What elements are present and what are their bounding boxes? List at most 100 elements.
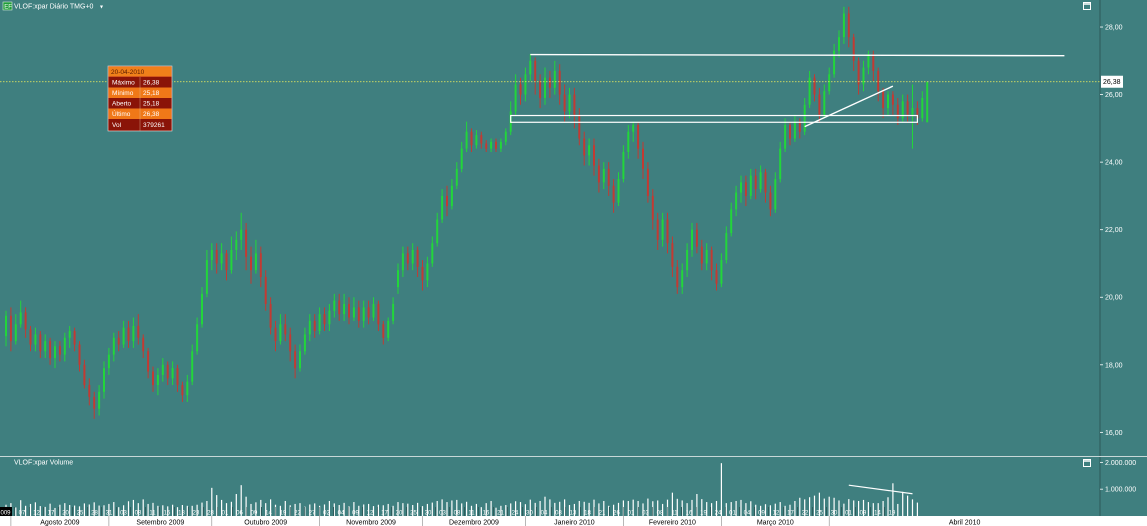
candle-body — [49, 341, 52, 359]
candle-body — [681, 270, 684, 288]
volume-bar — [147, 503, 149, 516]
day-label: 08 — [657, 510, 664, 516]
volume-bar — [902, 491, 904, 516]
volume-bar — [363, 504, 365, 516]
volume-bar — [387, 503, 389, 516]
month-label: Abril 2010 — [949, 520, 981, 526]
candle-body — [352, 307, 355, 318]
header: EF VLOF:xpar Diário TMG+0 ▾ — [2, 1, 1091, 11]
volume-tick-label: 1.000.000 — [1105, 487, 1136, 494]
volume-bar — [93, 502, 95, 516]
volume-maximize-icon[interactable] — [1083, 459, 1091, 467]
volume-bar — [206, 500, 208, 516]
volume-bar — [83, 503, 85, 516]
date-axis-labels: 009 07 12 17 20 25 28 31 03 08 11 15 18 23 28 01 06 09 14 1… — [0, 507, 980, 526]
volume-bar — [598, 503, 600, 516]
candle-body — [597, 165, 600, 183]
volume-bar — [446, 502, 448, 516]
candle-body — [9, 315, 12, 342]
volume-trendline[interactable] — [848, 484, 913, 495]
volume-bar — [54, 507, 56, 516]
candle-body — [475, 135, 478, 146]
volume-bar — [823, 498, 825, 516]
candle-body — [24, 312, 27, 330]
candle-body — [695, 229, 698, 247]
volume-bar — [372, 506, 375, 516]
volume-bar — [750, 501, 752, 516]
volume-bar — [662, 503, 664, 516]
volume-bar — [760, 505, 762, 516]
volume-bar — [250, 503, 252, 516]
maximize-icon[interactable] — [1083, 2, 1091, 10]
day-label: 08 — [555, 510, 562, 516]
last-price-tag — [1101, 75, 1123, 88]
volume-bar — [29, 503, 32, 516]
volume-bar — [568, 505, 571, 516]
candle-body — [186, 381, 189, 396]
candle-body — [338, 300, 341, 315]
date-axis — [0, 516, 1147, 526]
day-label: 14 — [265, 510, 272, 516]
volume-bar — [167, 506, 169, 516]
day-label: 27 — [309, 510, 316, 516]
candle-body — [382, 324, 385, 338]
day-label: 09 — [758, 510, 765, 516]
candle-body — [666, 219, 669, 244]
volume-bar — [769, 505, 771, 516]
candle-body — [901, 101, 904, 119]
candle-body — [828, 74, 831, 92]
volume-bar — [573, 503, 575, 516]
volume-bar — [862, 499, 865, 516]
volume-bar — [755, 504, 757, 516]
candle-body — [103, 368, 105, 392]
candle-body — [210, 249, 213, 261]
volume-bar — [39, 506, 41, 516]
candle-body — [578, 114, 581, 139]
volume-bar — [882, 500, 884, 516]
candle-body — [205, 260, 208, 294]
month-label: Setembro 2009 — [136, 520, 184, 526]
candles — [5, 6, 929, 419]
volume-bar — [15, 507, 17, 516]
resistance-line[interactable] — [530, 53, 1065, 57]
candle-body — [68, 331, 71, 338]
trendline[interactable] — [804, 85, 894, 128]
candle-body — [362, 307, 365, 321]
volume-bar — [98, 505, 100, 516]
support-channel[interactable] — [510, 114, 919, 123]
volume-bar — [686, 503, 688, 516]
candle-body — [269, 304, 272, 328]
candle-body — [823, 91, 826, 115]
candle-body — [563, 94, 566, 112]
day-label: 16 — [483, 510, 490, 516]
volume-bar — [74, 505, 76, 516]
candle-body — [93, 396, 96, 409]
candle-body — [465, 131, 468, 149]
day-label: 22 — [294, 510, 301, 516]
dropdown-arrow-icon[interactable]: ▾ — [100, 5, 103, 11]
volume-bar — [764, 504, 767, 516]
volume-bar — [333, 503, 335, 516]
chart-type-icon[interactable] — [2, 1, 13, 11]
candle-body — [646, 168, 649, 196]
candle-body — [612, 185, 615, 203]
candle-body — [730, 209, 733, 234]
volume-bar — [911, 499, 914, 516]
candle-body — [220, 253, 223, 264]
candle-body — [485, 143, 488, 149]
volume-bar — [368, 503, 370, 516]
volume-bar — [426, 503, 428, 516]
volume-bar — [216, 495, 218, 516]
day-label: 03 — [120, 510, 127, 516]
volume-bar — [113, 502, 115, 516]
candle-body — [171, 368, 174, 379]
candle-body — [455, 168, 458, 186]
candle-body — [245, 229, 248, 257]
candle-body — [671, 243, 674, 267]
volume-bar — [240, 485, 242, 516]
candle-body — [19, 312, 22, 325]
candle-body — [744, 182, 747, 196]
volume-bar — [436, 500, 438, 516]
price-tick-label: 28,00 — [1105, 25, 1123, 32]
volume-bar — [495, 507, 497, 516]
